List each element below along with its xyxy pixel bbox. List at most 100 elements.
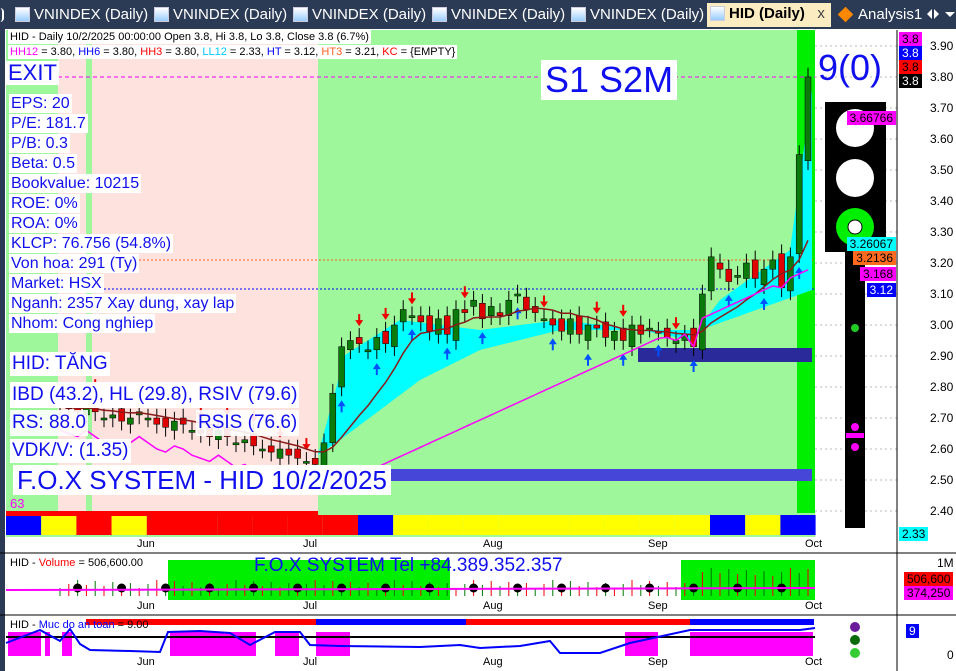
indicators-label: IBD (43.2), HL (29.8), RSIV (79.6) (10, 382, 300, 408)
y-tick-label: 3.50 (930, 163, 954, 177)
buy-arrow-icon (619, 353, 628, 360)
tab-hid[interactable]: HID (Daily) x (707, 3, 831, 27)
signal-strip-cell (639, 515, 675, 535)
volume-header-value: = 506,600.00 (75, 557, 144, 569)
tab-vnindex-5[interactable]: VNINDEX (Daily) (568, 4, 704, 26)
volume-ma-line (5, 587, 816, 591)
candle-body (760, 268, 768, 285)
tab-label: VNINDEX (Daily) (34, 6, 149, 23)
sell-arrow-icon (408, 298, 416, 305)
status-dot-icon (850, 635, 860, 645)
tab-label: HID (Daily) (729, 5, 805, 22)
candle-body (725, 268, 733, 282)
level-text: = {EMPTY} (397, 46, 456, 58)
tab-vnindex-4[interactable]: VNINDEX (Daily) (429, 4, 565, 26)
candle-body (593, 324, 601, 329)
fundamental-item: Market: HSX (9, 274, 104, 293)
candle-body (549, 318, 557, 326)
candle-body (171, 420, 178, 431)
candle-body (479, 303, 486, 320)
safety-y-tick: 0 (947, 648, 954, 662)
buy-arrow-icon (654, 344, 663, 351)
y-tick-label: 3.70 (930, 101, 954, 115)
signal-strip-cell (41, 515, 77, 535)
candle-body (118, 408, 125, 422)
candle-body (743, 262, 750, 279)
signal-strip-cell (217, 515, 253, 535)
buy-arrow-icon (724, 294, 733, 301)
tab-scroll-remnant (0, 8, 4, 22)
candle-body (470, 299, 477, 307)
chart-tab-bar: VNINDEX (Daily) VNINDEX (Daily) VNINDEX … (0, 0, 956, 29)
y-tick-label: 2.40 (930, 504, 954, 518)
traffic-light-pole (845, 250, 865, 528)
chart-icon (154, 7, 169, 22)
rsis-label: RSIS (76.6) (196, 410, 300, 436)
candle-body (734, 275, 741, 278)
y-tick-label: 3.40 (930, 194, 954, 208)
candle-body (426, 315, 433, 332)
fundamental-item: Nganh: 2357 Xay dung, xay lap (9, 294, 237, 313)
tab-list-icon[interactable] (945, 12, 955, 22)
y-tick-label: 3.80 (930, 70, 954, 84)
candle-body (303, 461, 310, 464)
price-badge: 3.12 (866, 283, 896, 297)
price-header-ohlc: HID - Daily 10/2/2025 00:00:00 Open 3.8,… (8, 30, 371, 44)
price-badge: 3.8 (899, 74, 922, 88)
buy-arrow-icon (760, 298, 768, 304)
scroll-right-icon[interactable] (934, 9, 944, 19)
candle-body (311, 458, 319, 465)
safety-zone (316, 632, 350, 656)
candle-body (241, 439, 249, 444)
x-tick-label: Jun (137, 538, 155, 550)
safety-strip-blue (316, 619, 466, 625)
scroll-left-icon[interactable] (922, 9, 932, 19)
candle-body (417, 315, 425, 323)
candle-body (285, 448, 293, 456)
level-text: = 3.80, (100, 46, 141, 58)
tab-vnindex-2[interactable]: VNINDEX (Daily) (151, 4, 287, 26)
fundamental-item: Von hoa: 291 (Ty) (9, 254, 140, 273)
signal-label: S1 S2M (541, 60, 678, 100)
candle-body (628, 324, 636, 347)
volume-dot-icon (337, 583, 347, 593)
sell-arrow-icon (302, 444, 311, 451)
status-dot-icon (850, 622, 860, 632)
x-tick-label: Oct (805, 538, 823, 550)
tab-label: VNINDEX (Daily) (590, 6, 705, 23)
tab-vnindex-3[interactable]: VNINDEX (Daily) (290, 4, 426, 26)
signal-strip-cell (358, 515, 394, 535)
tab-vnindex-1[interactable]: VNINDEX (Daily) (12, 4, 148, 26)
signal-strip-cell (287, 515, 323, 535)
tab-label: VNINDEX (Daily) (312, 6, 427, 23)
fundamental-item: Beta: 0.5 (9, 154, 78, 173)
candle-body (514, 293, 521, 297)
fundamental-item: Bookvalue: 10215 (9, 174, 142, 193)
candle-body (584, 324, 592, 341)
y-tick-label: 3.20 (930, 256, 954, 270)
level-text: HT (266, 46, 282, 58)
safety-level-badge: 9 (906, 624, 919, 638)
tab-analysis1[interactable]: Analysis1 (836, 4, 922, 26)
chart-icon (571, 7, 586, 22)
status-dot-icon (850, 648, 860, 658)
x-tick-label: Jun (137, 600, 155, 612)
candle-body (162, 417, 169, 428)
tab-label: Analysis1 (858, 6, 923, 23)
rs-label: RS: 88.0 (10, 410, 88, 436)
y-tick-label: 3.90 (930, 39, 954, 53)
candle-body (329, 392, 337, 444)
volume-dot-icon (161, 583, 171, 593)
candle-body (602, 321, 609, 338)
vdk-label: VDK/V: (1.35) (10, 439, 131, 463)
candle-body (399, 309, 407, 323)
y-tick-label: 2.50 (930, 473, 954, 487)
x-tick-label: Aug (483, 538, 503, 550)
candle-body (294, 448, 301, 459)
small-number: 63 (10, 496, 25, 511)
safety-level-line (5, 627, 816, 654)
buy-arrow-icon (408, 329, 416, 335)
close-tab-icon[interactable]: x (817, 5, 825, 22)
volume-highlight (681, 560, 815, 600)
candle-body (364, 349, 372, 353)
